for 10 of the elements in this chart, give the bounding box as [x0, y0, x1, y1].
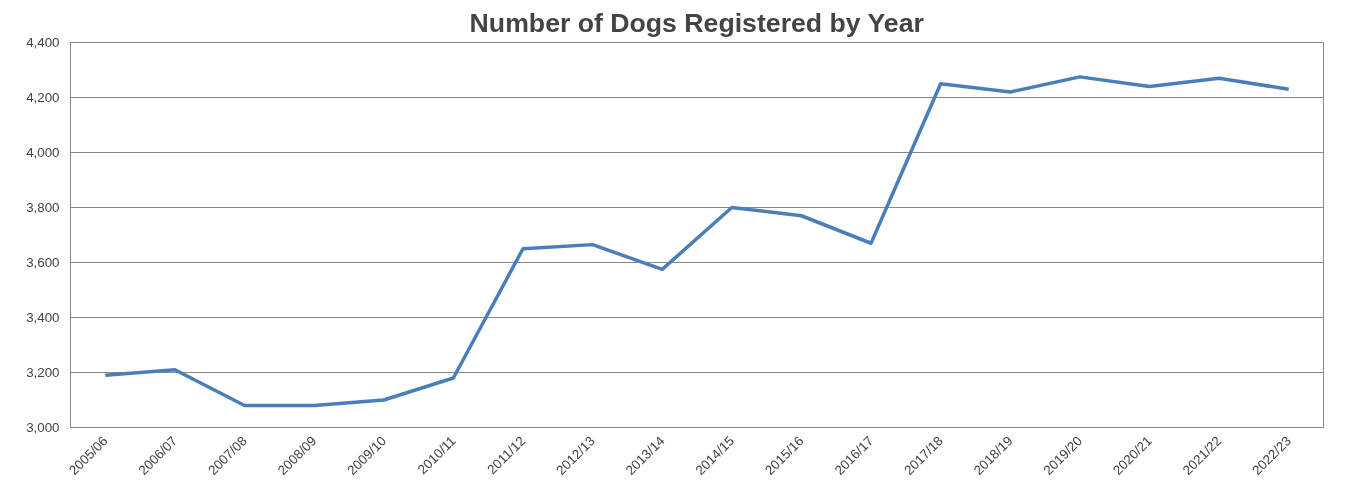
- y-tick-label: 3,200: [26, 365, 60, 380]
- y-tick-label: 4,200: [26, 90, 60, 105]
- y-tick-label: 4,400: [26, 35, 60, 50]
- y-tick-label: 3,800: [26, 200, 60, 215]
- y-tick-label: 4,000: [26, 145, 60, 160]
- y-tick-label: 3,600: [26, 255, 60, 270]
- y-tick-label: 3,000: [26, 420, 60, 435]
- y-tick-label: 3,400: [26, 310, 60, 325]
- chart-title: Number of Dogs Registered by Year: [469, 7, 924, 38]
- line-series: [103, 75, 1291, 408]
